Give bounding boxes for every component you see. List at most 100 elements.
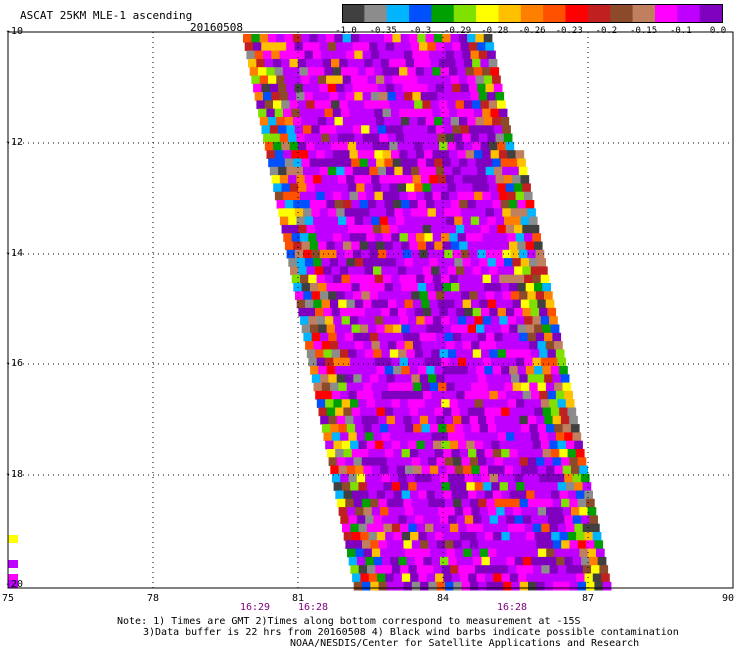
swath-pixel [356,349,366,359]
swath-pixel [445,216,455,226]
swath-pixel [459,241,468,251]
swath-pixel [527,415,537,425]
swath-pixel [429,92,438,101]
swath-pixel [424,67,433,76]
colorbar-label: -0.3 [409,26,432,36]
swath-pixel [487,92,496,101]
swath-pixel [537,507,547,516]
swath-pixel [456,349,465,359]
swath-pixel [358,440,368,450]
swath-pixel [476,449,485,458]
swath-pixel [514,390,524,400]
swath-pixel [530,349,540,359]
swath-pixel [436,374,445,383]
swath-pixel [351,158,360,168]
swath-pixel [261,125,271,134]
swath-pixel [370,457,379,466]
swath-pixel [398,390,407,400]
swath-pixel [594,581,604,591]
swath-pixel [404,424,414,433]
swath-pixel [309,34,319,43]
swath-pixel [502,249,512,259]
swath-pixel [522,183,531,193]
swath-pixel [490,191,500,201]
swath-pixel [564,432,573,442]
swath-pixel [295,291,304,300]
swath-pixel [503,175,513,184]
swath-pixel [394,42,403,51]
swath-pixel [490,108,500,118]
swath-pixel [441,233,450,242]
swath-pixel [489,349,499,359]
swath-pixel [515,150,525,159]
swath-pixel [586,540,595,549]
swath-pixel [476,490,486,500]
swath-pixel [298,307,308,317]
swath-pixel [537,299,547,309]
swath-pixel [432,233,442,242]
swath-pixel [550,324,560,334]
swath-pixel [507,274,517,284]
swath-pixel [473,67,483,76]
swath-pixel [555,349,565,359]
swath-pixel [544,581,554,591]
swath-pixel [491,523,501,533]
swath-pixel [584,573,594,583]
swath-pixel [556,473,565,483]
swath-pixel [309,117,319,126]
swath-pixel [273,141,282,151]
swath-pixel [459,407,469,417]
swath-pixel [379,341,389,350]
swath-pixel [589,515,598,525]
swath-pixel [399,316,409,325]
swath-pixel [515,316,525,325]
swath-pixel [481,556,491,566]
swath-pixel [452,83,461,93]
swath-pixel [363,382,372,392]
swath-pixel [386,581,396,591]
swath-pixel [431,473,441,483]
swath-pixel [448,556,457,566]
swath-pixel [371,382,381,392]
swath-pixel [472,432,482,442]
swath-pixel [411,374,421,383]
swath-pixel [565,399,575,408]
swath-pixel [447,141,457,151]
swath-pixel [333,357,342,367]
swath-pixel [329,175,339,184]
swath-pixel [373,390,382,400]
y-tick-label: -20 [5,579,24,590]
swath-pixel [511,374,520,383]
swath-pixel [437,92,446,101]
swath-pixel [409,75,418,85]
swath-pixel [409,283,419,292]
swath-pixel [328,249,337,259]
swath-pixel [326,241,336,251]
swath-pixel [552,332,562,342]
swath-pixel [389,349,399,359]
swath-pixel [368,366,377,375]
swath-pixel [358,523,368,533]
swath-pixel [436,332,445,342]
swath-pixel [517,407,527,417]
swath-pixel [517,490,527,500]
swath-pixel [463,100,473,110]
swath-pixel [370,92,380,101]
swath-pixel [519,374,528,383]
colorbar-label: -0.2 [595,26,618,36]
swath-pixel [404,299,414,309]
swath-pixel [355,465,364,475]
swath-pixel [435,532,444,541]
swath-pixel [365,432,374,442]
swath-pixel [261,83,271,93]
swath-pixel [471,465,481,475]
swath-pixel [523,556,532,566]
swath-pixel [450,200,460,209]
swath-pixel [541,523,550,533]
swath-pixel [432,316,442,325]
swath-pixel [381,307,391,317]
swath-pixel [372,141,382,151]
swath-pixel [326,117,335,126]
swath-pixel [311,332,321,342]
swath-pixel [314,100,324,110]
